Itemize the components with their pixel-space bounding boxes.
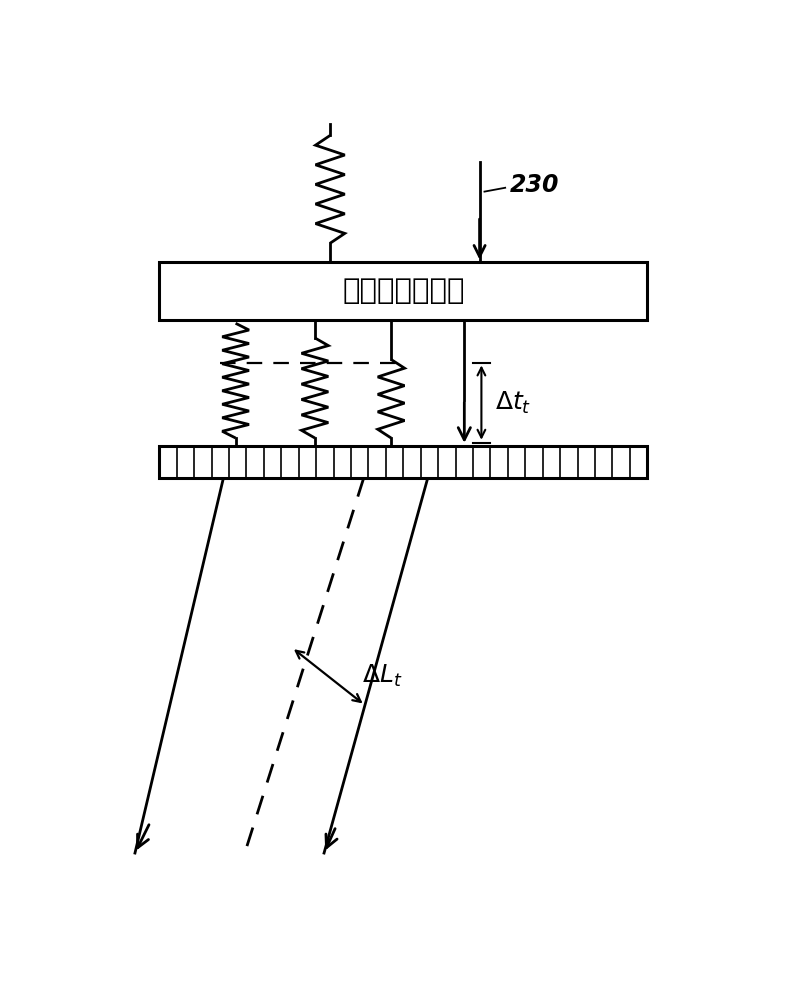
Text: 发送波束形成器: 发送波束形成器 [342,277,464,305]
Bar [159,446,648,478]
Text: 230: 230 [510,173,560,197]
Text: $\Delta L_t$: $\Delta L_t$ [362,663,402,689]
Bar [159,262,648,320]
Text: $\Delta t_t$: $\Delta t_t$ [495,389,531,416]
